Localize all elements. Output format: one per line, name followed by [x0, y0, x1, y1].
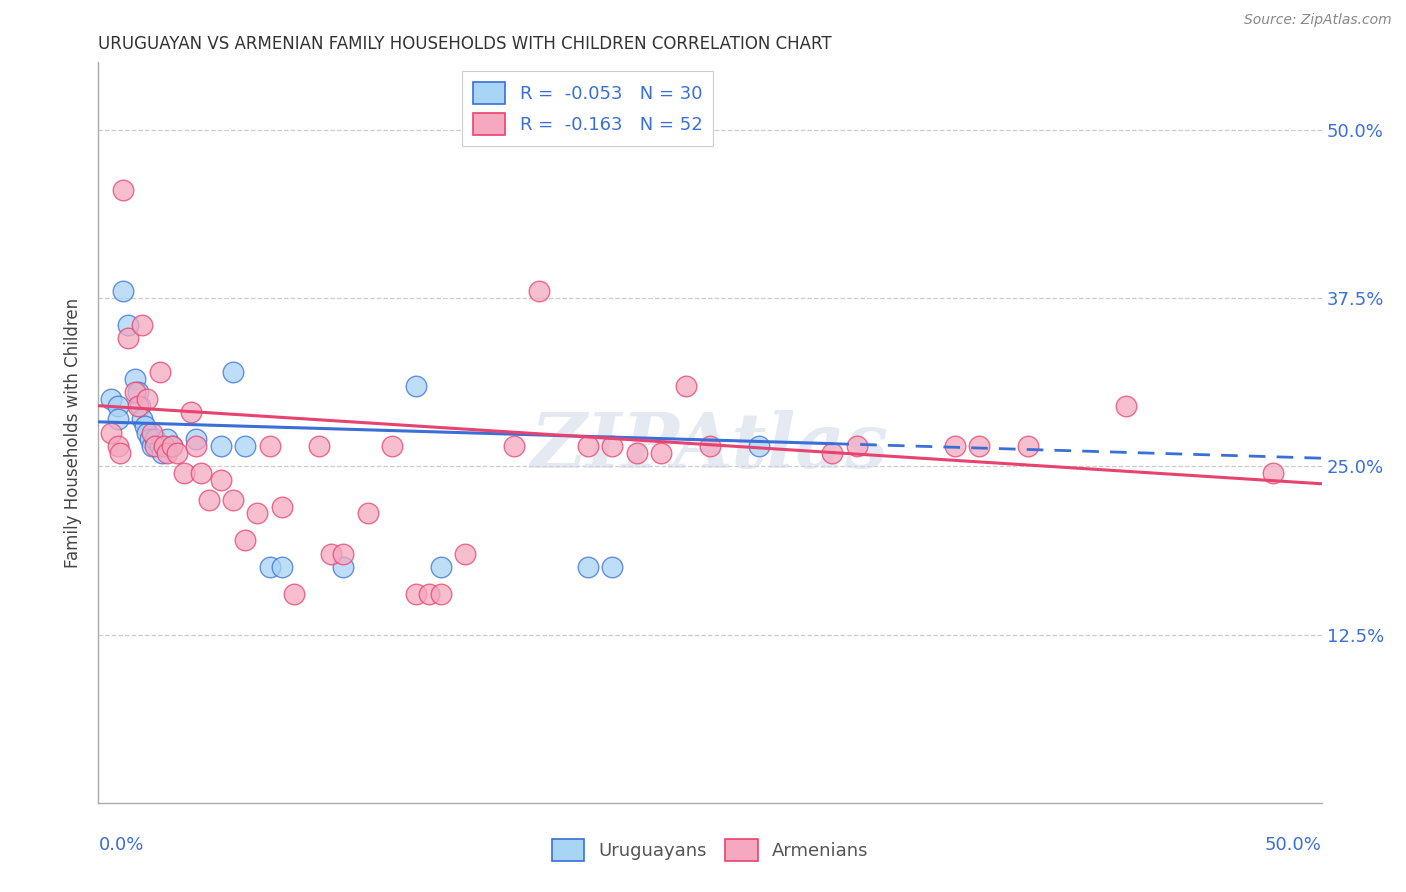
Text: 50.0%: 50.0% — [1265, 837, 1322, 855]
Point — [527, 285, 550, 299]
Point — [405, 378, 427, 392]
Point — [190, 466, 212, 480]
Point — [186, 439, 208, 453]
Point — [124, 385, 146, 400]
Point — [246, 507, 269, 521]
Point — [111, 285, 134, 299]
Point — [143, 433, 166, 447]
Point — [139, 433, 162, 447]
Point — [209, 473, 232, 487]
Point — [124, 372, 146, 386]
Point — [149, 365, 172, 379]
Point — [600, 560, 623, 574]
Point — [845, 439, 868, 453]
Point — [186, 433, 208, 447]
Point — [283, 587, 305, 601]
Point — [150, 446, 173, 460]
Point — [650, 446, 672, 460]
Point — [134, 418, 156, 433]
Point — [259, 439, 281, 453]
Point — [110, 446, 132, 460]
Point — [821, 446, 844, 460]
Point — [576, 560, 599, 574]
Point — [160, 439, 183, 453]
Point — [332, 560, 354, 574]
Point — [319, 547, 342, 561]
Point — [166, 446, 188, 460]
Point — [136, 392, 159, 406]
Point — [943, 439, 966, 453]
Text: 0.0%: 0.0% — [98, 837, 143, 855]
Point — [156, 433, 179, 447]
Point — [356, 507, 378, 521]
Point — [209, 439, 232, 453]
Point — [180, 405, 202, 419]
Point — [129, 399, 152, 413]
Point — [149, 439, 172, 453]
Point — [197, 492, 219, 507]
Point — [233, 439, 256, 453]
Point — [136, 425, 159, 440]
Point — [107, 399, 129, 413]
Point — [748, 439, 770, 453]
Text: URUGUAYAN VS ARMENIAN FAMILY HOUSEHOLDS WITH CHILDREN CORRELATION CHART: URUGUAYAN VS ARMENIAN FAMILY HOUSEHOLDS … — [98, 35, 832, 53]
Point — [626, 446, 648, 460]
Point — [117, 318, 139, 332]
Point — [1261, 466, 1284, 480]
Point — [222, 365, 245, 379]
Point — [131, 318, 153, 332]
Text: Source: ZipAtlas.com: Source: ZipAtlas.com — [1244, 13, 1392, 28]
Point — [233, 533, 256, 548]
Point — [153, 439, 176, 453]
Point — [454, 547, 477, 561]
Point — [259, 560, 281, 574]
Point — [576, 439, 599, 453]
Point — [111, 183, 134, 197]
Point — [141, 425, 163, 440]
Text: ZIPAtlas: ZIPAtlas — [531, 410, 889, 484]
Point — [131, 412, 153, 426]
Point — [675, 378, 697, 392]
Point — [405, 587, 427, 601]
Point — [1115, 399, 1137, 413]
Point — [100, 392, 122, 406]
Point — [143, 439, 166, 453]
Point — [430, 587, 453, 601]
Point — [270, 560, 294, 574]
Point — [107, 412, 129, 426]
Point — [222, 492, 245, 507]
Point — [1017, 439, 1039, 453]
Point — [127, 399, 149, 413]
Point — [173, 466, 195, 480]
Point — [117, 331, 139, 345]
Legend: Uruguayans, Armenians: Uruguayans, Armenians — [544, 831, 876, 868]
Point — [156, 446, 179, 460]
Point — [141, 439, 163, 453]
Point — [127, 385, 149, 400]
Point — [600, 439, 623, 453]
Point — [418, 587, 440, 601]
Point — [308, 439, 330, 453]
Point — [503, 439, 526, 453]
Point — [160, 439, 183, 453]
Point — [699, 439, 721, 453]
Point — [967, 439, 990, 453]
Point — [332, 547, 354, 561]
Point — [100, 425, 122, 440]
Point — [430, 560, 453, 574]
Y-axis label: Family Households with Children: Family Households with Children — [65, 298, 83, 567]
Point — [381, 439, 404, 453]
Point — [107, 439, 129, 453]
Point — [270, 500, 294, 514]
